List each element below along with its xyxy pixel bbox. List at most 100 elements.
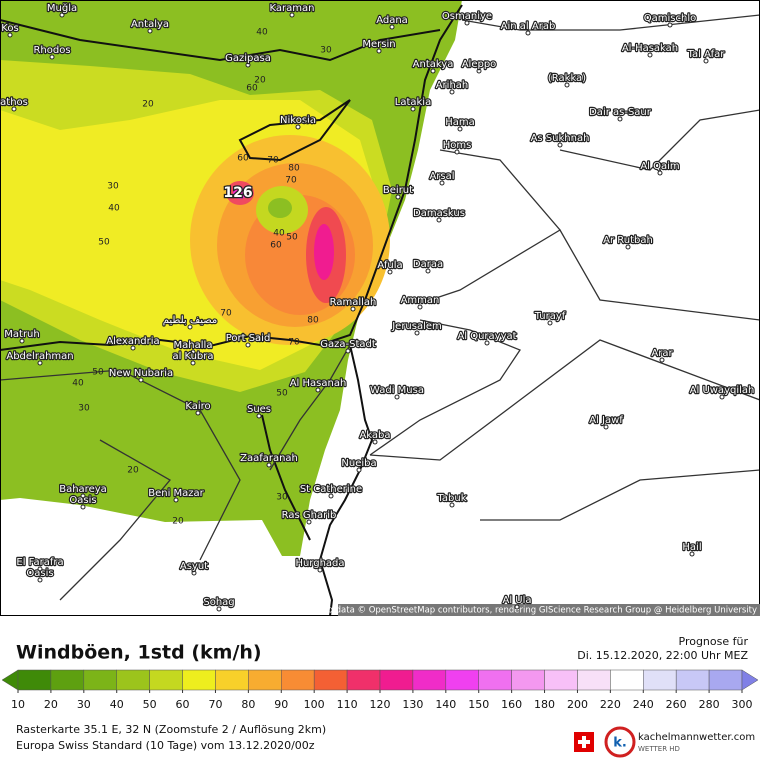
legend-value: 220 — [600, 698, 621, 711]
legend-swatch — [346, 669, 381, 691]
place-dot — [564, 82, 570, 88]
place-label: Dair as-Saur — [589, 107, 652, 118]
place-label: Damaskus — [413, 208, 465, 219]
legend-value: 80 — [241, 698, 255, 711]
place-label: Homs — [443, 140, 472, 151]
place-dot — [266, 462, 272, 468]
footer-line: Europa Swiss Standard (10 Tage) vom 13.1… — [16, 739, 315, 752]
footer-line: Rasterkarte 35.1 E, 32 N (Zoomstufe 2 / … — [16, 723, 326, 736]
place-label: مصيف بلطيم — [163, 315, 218, 326]
place-dot — [80, 493, 86, 499]
contour-label: 80 — [307, 316, 319, 326]
place-dot — [603, 424, 609, 430]
place-label: As Sukhnah — [531, 133, 590, 144]
place-dot — [289, 12, 295, 18]
legend-value: 20 — [44, 698, 58, 711]
place-label: Matruh — [4, 329, 39, 340]
place-dot — [617, 116, 623, 122]
place-label: Gaza-Stadt — [320, 339, 376, 350]
place-label: Aleppo — [462, 59, 497, 70]
legend-value: 160 — [501, 698, 522, 711]
place-label: Arsal — [429, 171, 454, 182]
contour-label: 70 — [285, 176, 297, 186]
place-dot — [436, 217, 442, 223]
place-dot — [667, 22, 673, 28]
place-dot — [245, 342, 251, 348]
place-dot — [19, 338, 25, 344]
place-label: Hama — [445, 117, 475, 128]
place-dot — [657, 170, 663, 176]
place-dot — [449, 89, 455, 95]
place-label: Beirut — [383, 185, 413, 196]
legend-value: 130 — [402, 698, 423, 711]
legend-value: 50 — [143, 698, 157, 711]
contour-label: 60 — [237, 154, 249, 164]
place-label: Ar Rutbah — [603, 235, 653, 246]
attribution: Map data © OpenStreetMap contributors, r… — [315, 606, 757, 616]
place-label: Hurghada — [295, 558, 344, 569]
legend-value: 10 — [11, 698, 25, 711]
place-dot — [430, 68, 436, 74]
place-label: Wadi Musa — [370, 385, 424, 396]
place-dot — [410, 106, 416, 112]
legend-value: 70 — [208, 698, 222, 711]
contour-label: 50 — [98, 238, 110, 248]
place-dot — [557, 142, 563, 148]
place-label: Tabuk — [436, 493, 466, 504]
legend-swatch — [478, 669, 512, 691]
place-label: Al Qaim — [640, 161, 679, 172]
legend-swatch — [248, 669, 282, 691]
place-dot — [315, 387, 321, 393]
place-dot — [256, 413, 262, 419]
place-dot — [625, 244, 631, 250]
place-dot — [689, 551, 695, 557]
place-dot — [195, 410, 201, 416]
place-label: Oasis — [69, 495, 96, 506]
place-dot — [37, 566, 43, 572]
place-dot — [394, 394, 400, 400]
place-label: Akaba — [359, 430, 390, 441]
place-dot — [457, 126, 463, 132]
legend-swatch — [149, 669, 183, 691]
contour-label: 40 — [72, 379, 84, 389]
brand-sub: WETTER HD — [638, 745, 680, 753]
place-dot — [454, 149, 460, 155]
place-label: Latakia — [395, 97, 431, 108]
place-dot — [173, 497, 179, 503]
place-dot — [191, 570, 197, 576]
place-dot — [703, 58, 709, 64]
legend-arrow — [741, 669, 759, 691]
contour-label: 50 — [276, 389, 288, 399]
peak-label: 126 — [223, 185, 252, 201]
place-label: Gazipasa — [225, 53, 271, 64]
place-dot — [417, 304, 423, 310]
place-dot — [7, 32, 13, 38]
legend-value: 150 — [468, 698, 489, 711]
place-label: Bahareya — [59, 484, 107, 495]
place-label: Ramallah — [330, 297, 377, 308]
brand-logo — [604, 726, 636, 758]
contour-label: 20 — [254, 76, 266, 86]
place-label: Adana — [376, 15, 408, 26]
contour-label: 30 — [320, 46, 332, 56]
contour-label: 40 — [273, 229, 285, 239]
place-dot — [719, 394, 725, 400]
place-dot — [525, 30, 531, 36]
place-label: Arar — [651, 348, 673, 359]
legend-swatch — [708, 669, 743, 691]
contour-label: 50 — [92, 368, 104, 378]
place-dot — [484, 340, 490, 346]
attribution-box — [338, 604, 760, 616]
place-label: Mersin — [362, 39, 395, 50]
place-label: Abdelrahman — [6, 351, 73, 362]
place-label: al Kubra — [172, 351, 213, 362]
legend-value: 260 — [666, 698, 687, 711]
place-label: Tal Afar — [687, 49, 726, 60]
place-label: Turayf — [534, 311, 566, 322]
legend-swatch — [116, 669, 150, 691]
legend-value: 60 — [176, 698, 190, 711]
contour-label: 50 — [286, 233, 298, 243]
wind-field — [0, 0, 462, 556]
place-label: Daraa — [413, 259, 443, 270]
legend-value: 100 — [304, 698, 325, 711]
